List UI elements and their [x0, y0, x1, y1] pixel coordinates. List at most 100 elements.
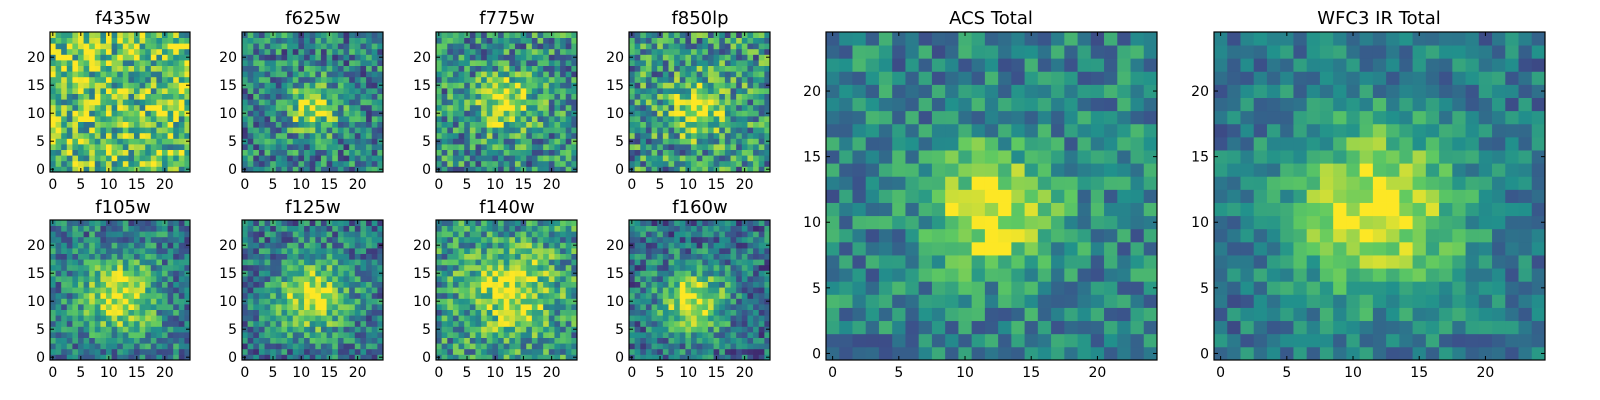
heatmap-cell	[332, 264, 339, 271]
heatmap-cell	[61, 315, 68, 322]
heatmap-cell	[481, 149, 488, 156]
y-tick-label: 0	[36, 350, 45, 366]
heatmap-cell	[645, 348, 652, 355]
heatmap-cell	[371, 149, 378, 156]
heatmap-cell	[657, 48, 664, 55]
heatmap-cell	[173, 276, 180, 282]
heatmap-cell	[167, 65, 174, 72]
heatmap-cell	[50, 231, 56, 238]
heatmap-cell	[242, 343, 249, 350]
heatmap-cell	[503, 276, 510, 282]
heatmap-cell	[184, 292, 191, 299]
heatmap-cell	[509, 259, 516, 266]
heatmap-cell	[150, 287, 157, 294]
heatmap-cell	[354, 248, 361, 254]
heatmap-cell	[167, 48, 174, 55]
heatmap-cell	[758, 332, 765, 338]
heatmap-cell	[287, 71, 294, 78]
heatmap-cell	[645, 315, 652, 322]
heatmap-cell	[139, 32, 146, 38]
heatmap-cell	[89, 287, 96, 294]
heatmap-cell	[447, 337, 454, 344]
heatmap-cell	[531, 144, 538, 150]
heatmap-cell	[178, 220, 185, 226]
heatmap-cell	[253, 82, 260, 89]
heatmap-cell	[464, 253, 471, 260]
heatmap-cell	[184, 155, 191, 162]
heatmap-cell	[145, 121, 152, 128]
heatmap-cell	[134, 132, 140, 139]
heatmap-cell	[366, 166, 373, 173]
heatmap-cell	[730, 37, 737, 44]
heatmap-cell	[253, 110, 260, 117]
heatmap-cell	[281, 320, 288, 327]
heatmap-cell	[560, 155, 567, 162]
heatmap-cell	[270, 287, 277, 294]
heatmap-cell	[343, 343, 350, 350]
heatmap-cell	[337, 82, 344, 89]
heatmap-cell	[111, 236, 118, 243]
heatmap-cell	[509, 231, 516, 238]
heatmap-cell	[657, 37, 664, 44]
heatmap-cell	[634, 337, 641, 344]
heatmap-cell	[258, 264, 265, 271]
heatmap-cell	[315, 315, 322, 322]
heatmap-cell	[741, 65, 748, 72]
heatmap-cell	[94, 43, 101, 50]
heatmap-cell	[514, 236, 521, 243]
heatmap-cell	[486, 160, 493, 167]
heatmap-cell	[685, 155, 692, 162]
heatmap-cell	[145, 326, 152, 333]
heatmap-cell	[713, 88, 720, 94]
heatmap-cell	[178, 104, 185, 111]
heatmap-cell	[304, 292, 311, 299]
heatmap-cell	[702, 160, 709, 167]
heatmap-cell	[702, 88, 709, 94]
heatmap-cell	[668, 298, 675, 305]
heatmap-cell	[117, 76, 124, 83]
heatmap-cell	[270, 253, 277, 260]
heatmap-cell	[509, 298, 516, 305]
heatmap-cell	[242, 287, 249, 294]
heatmap-cell	[724, 99, 731, 106]
heatmap-cell	[707, 348, 714, 355]
heatmap-cell	[747, 82, 754, 89]
heatmap-cell	[304, 104, 311, 111]
heatmap-cell	[571, 304, 578, 310]
heatmap-cell	[292, 116, 299, 122]
heatmap-cell	[730, 348, 737, 355]
heatmap-cell	[315, 32, 322, 38]
heatmap-cell	[94, 149, 101, 156]
heatmap-cell	[117, 60, 124, 66]
heatmap-cell	[702, 343, 709, 350]
heatmap-cell	[724, 337, 731, 344]
heatmap-cell	[526, 343, 533, 350]
heatmap-cell	[315, 264, 322, 271]
heatmap-cell	[753, 337, 760, 344]
heatmap-cell	[72, 292, 79, 299]
heatmap-cell	[167, 315, 174, 322]
heatmap-cell	[253, 65, 260, 72]
heatmap-cell	[298, 160, 305, 167]
heatmap-cell	[332, 76, 339, 83]
heatmap-cell	[111, 121, 118, 128]
heatmap-cell	[741, 332, 748, 338]
heatmap-cell	[50, 48, 56, 55]
heatmap-cell	[469, 60, 476, 66]
heatmap-cell	[651, 60, 658, 66]
heatmap-cell	[100, 253, 107, 260]
heatmap-cell	[61, 225, 68, 232]
heatmap-cell	[258, 270, 265, 277]
heatmap-cell	[571, 315, 578, 322]
heatmap-cell	[679, 304, 686, 310]
heatmap-cell	[89, 231, 96, 238]
heatmap-cell	[337, 332, 344, 338]
heatmap-cell	[657, 348, 664, 355]
heatmap-cell	[258, 231, 265, 238]
heatmap-cell	[145, 110, 152, 117]
heatmap-cell	[674, 43, 681, 50]
heatmap-cell	[106, 320, 112, 327]
heatmap-cell	[691, 166, 698, 173]
heatmap-cell	[360, 337, 367, 344]
heatmap-cell	[719, 99, 726, 106]
